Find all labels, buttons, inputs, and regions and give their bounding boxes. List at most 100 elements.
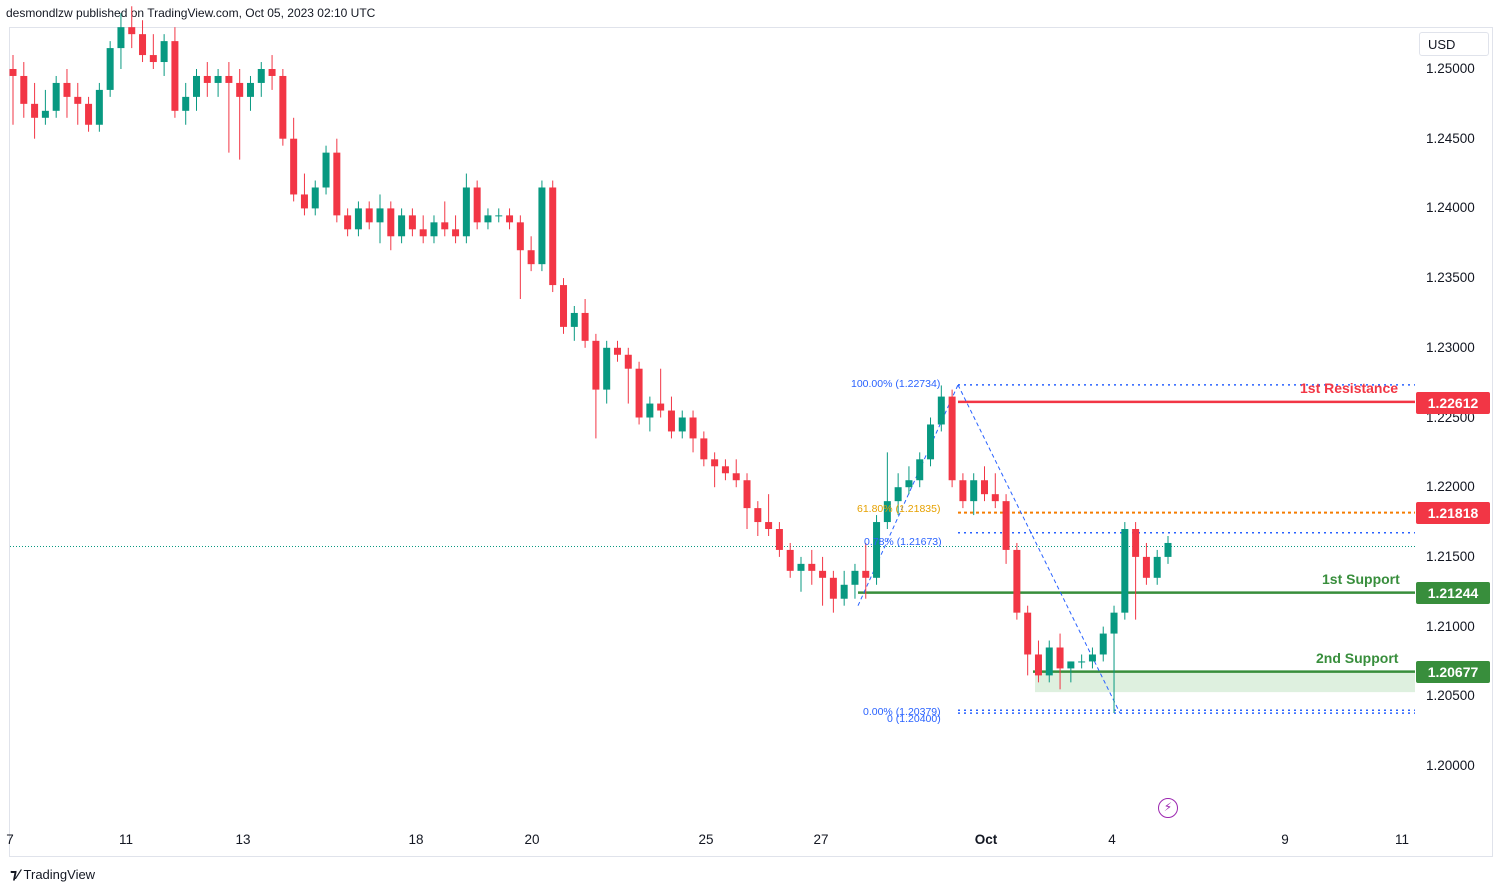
candle	[1121, 522, 1129, 620]
time-tick-label: 27	[813, 832, 829, 847]
fib-0-label: 0.00% (1.20379)	[863, 706, 941, 718]
candle	[52, 75, 60, 118]
candle	[819, 556, 827, 606]
candle	[1056, 633, 1064, 690]
candle	[905, 466, 913, 495]
candle	[721, 459, 729, 481]
candle	[9, 55, 17, 125]
candle	[1164, 535, 1172, 564]
candle	[268, 55, 276, 90]
candle	[473, 180, 481, 230]
candle	[193, 69, 201, 111]
candle	[31, 82, 39, 139]
candle	[613, 340, 621, 362]
candle	[797, 556, 805, 592]
candle	[786, 542, 794, 578]
candle	[883, 452, 891, 530]
time-tick-label: 7	[6, 832, 14, 847]
candle	[743, 473, 751, 530]
support-2-label: 2nd Support	[1316, 650, 1399, 666]
resistance-1-label: 1st Resistance	[1300, 380, 1399, 396]
candle	[1045, 640, 1053, 683]
candle	[991, 473, 999, 509]
footer-brand: TradingView	[23, 867, 96, 882]
candle	[970, 473, 978, 516]
candle	[689, 410, 697, 453]
candle	[862, 542, 870, 599]
candle	[775, 522, 783, 557]
tradingview-logo-icon: ⁊⁄	[10, 866, 20, 882]
candle	[408, 208, 416, 237]
candles	[9, 6, 1172, 714]
chart-frame[interactable]	[9, 27, 1493, 857]
candle	[419, 215, 427, 244]
candle	[560, 278, 568, 334]
lightning-icon[interactable]: ⚡	[1158, 798, 1178, 818]
footer: ⁊⁄ TradingView	[10, 866, 95, 883]
time-tick-label: 11	[1394, 832, 1410, 847]
price-tick-label: 1.23500	[1426, 270, 1475, 286]
candle	[203, 62, 211, 97]
fib-100-label: 100.00% (1.22734)	[851, 378, 941, 390]
support-zone	[1035, 671, 1415, 693]
candle	[754, 501, 762, 536]
time-tick-label: 9	[1281, 832, 1289, 847]
candle	[246, 75, 254, 111]
candle	[484, 208, 492, 230]
resistance-1-price-tag: 1.22612	[1416, 392, 1490, 414]
candle	[398, 208, 406, 244]
candle	[376, 194, 384, 244]
candle	[527, 236, 535, 272]
candle	[344, 208, 352, 237]
candle	[1132, 522, 1140, 620]
candle	[624, 347, 632, 404]
candle	[225, 62, 233, 153]
candle	[603, 340, 611, 404]
candle	[667, 396, 675, 439]
support-1-label: 1st Support	[1322, 571, 1400, 587]
time-tick-label: 4	[1108, 832, 1116, 847]
fib-0b-label: 0 (1.20400)	[887, 713, 941, 725]
price-tick-label: 1.24500	[1426, 130, 1475, 146]
candle	[570, 305, 578, 341]
candle	[430, 215, 438, 244]
level-lines	[10, 384, 1415, 714]
pivot-price-tag: 1.21818	[1416, 502, 1490, 524]
candle	[516, 215, 524, 300]
candle	[128, 6, 136, 49]
candle	[452, 215, 460, 244]
candle	[63, 69, 71, 118]
price-tick-label: 1.21000	[1426, 618, 1475, 634]
candle	[765, 494, 773, 536]
candle	[873, 515, 881, 585]
candle	[980, 466, 988, 502]
candle	[322, 145, 330, 195]
candle	[20, 62, 28, 118]
currency-label[interactable]: USD	[1419, 32, 1489, 56]
candle	[149, 34, 157, 69]
candle	[495, 208, 503, 223]
candle	[700, 431, 708, 467]
candle	[1002, 494, 1010, 564]
candle	[1067, 661, 1075, 683]
candle	[506, 208, 514, 230]
candle	[182, 82, 190, 125]
candle	[646, 396, 654, 432]
candle	[139, 20, 147, 63]
candle	[916, 452, 924, 488]
support-2-price-tag: 1.20677	[1416, 661, 1490, 683]
price-tick-label: 1.20000	[1426, 758, 1475, 773]
candle	[549, 180, 557, 293]
candle	[160, 34, 168, 76]
candle	[711, 452, 719, 488]
candle	[1099, 626, 1107, 662]
candle	[657, 368, 665, 418]
candle	[732, 459, 740, 488]
candle	[1034, 640, 1042, 683]
candle	[106, 41, 114, 97]
candle	[808, 549, 816, 585]
candle	[387, 201, 395, 251]
candle	[840, 570, 848, 606]
fib-786-label: 0.78% (1.21673)	[864, 536, 942, 548]
